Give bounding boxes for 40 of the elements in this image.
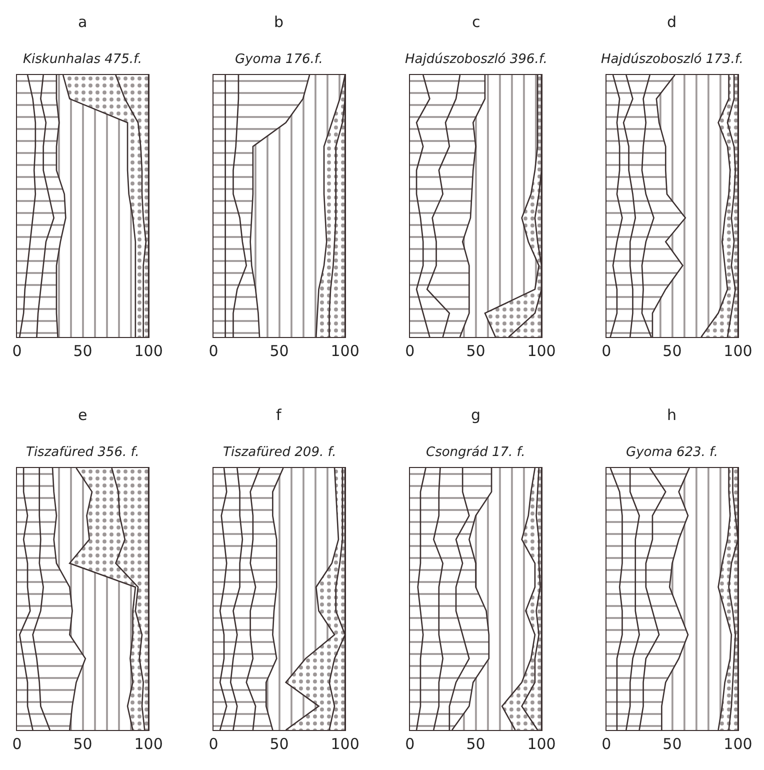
x-tick-label: 0 — [208, 735, 218, 754]
x-tick-label: 50 — [73, 342, 92, 360]
x-tick-label: 0 — [405, 735, 415, 754]
chart-subtitle: Gyoma 176.f. — [235, 52, 323, 67]
x-tick-label: 100 — [330, 342, 360, 360]
chart-subtitle: Tiszafüred 209. f. — [223, 445, 336, 460]
chart-title: b — [274, 13, 284, 31]
x-tick-label: 100 — [724, 735, 752, 754]
x-tick-label: 0 — [12, 342, 22, 360]
x-tick-label: 0 — [602, 342, 612, 360]
x-tick-label: 50 — [73, 735, 92, 754]
x-tick-label: 100 — [134, 735, 163, 754]
chart-title: c — [472, 13, 480, 31]
x-tick-label: 50 — [270, 342, 289, 360]
x-tick-label: 0 — [12, 735, 22, 754]
x-tick-label: 100 — [527, 735, 556, 754]
chart-subtitle: Hajdúszoboszló 173.f. — [601, 52, 744, 67]
x-tick-label: 0 — [602, 735, 612, 754]
chart-subtitle: Kiskunhalas 475.f. — [23, 52, 142, 67]
chart-title: d — [667, 13, 677, 31]
x-tick-label: 50 — [662, 735, 682, 754]
chart-subtitle: Gyoma 623. f. — [626, 445, 718, 460]
chart-subtitle: Tiszafüred 356. f. — [26, 445, 140, 460]
x-tick-label: 100 — [134, 342, 163, 360]
x-tick-label: 100 — [330, 735, 360, 754]
x-tick-label: 50 — [662, 342, 682, 360]
x-tick-label: 0 — [208, 342, 218, 360]
chart-title: f — [276, 406, 282, 424]
x-tick-label: 0 — [405, 342, 415, 360]
x-tick-label: 50 — [466, 735, 486, 754]
x-tick-label: 50 — [466, 342, 486, 360]
chart-title: e — [78, 406, 88, 424]
x-tick-label: 100 — [724, 342, 752, 360]
chart-title: g — [471, 406, 481, 424]
chart-title: a — [78, 13, 88, 31]
chart-title: h — [667, 406, 677, 424]
chart-subtitle: Csongrád 17. f. — [426, 445, 526, 460]
x-tick-label: 100 — [527, 342, 556, 360]
x-tick-label: 50 — [270, 735, 289, 754]
chart-subtitle: Hajdúszoboszló 396.f. — [405, 52, 548, 67]
